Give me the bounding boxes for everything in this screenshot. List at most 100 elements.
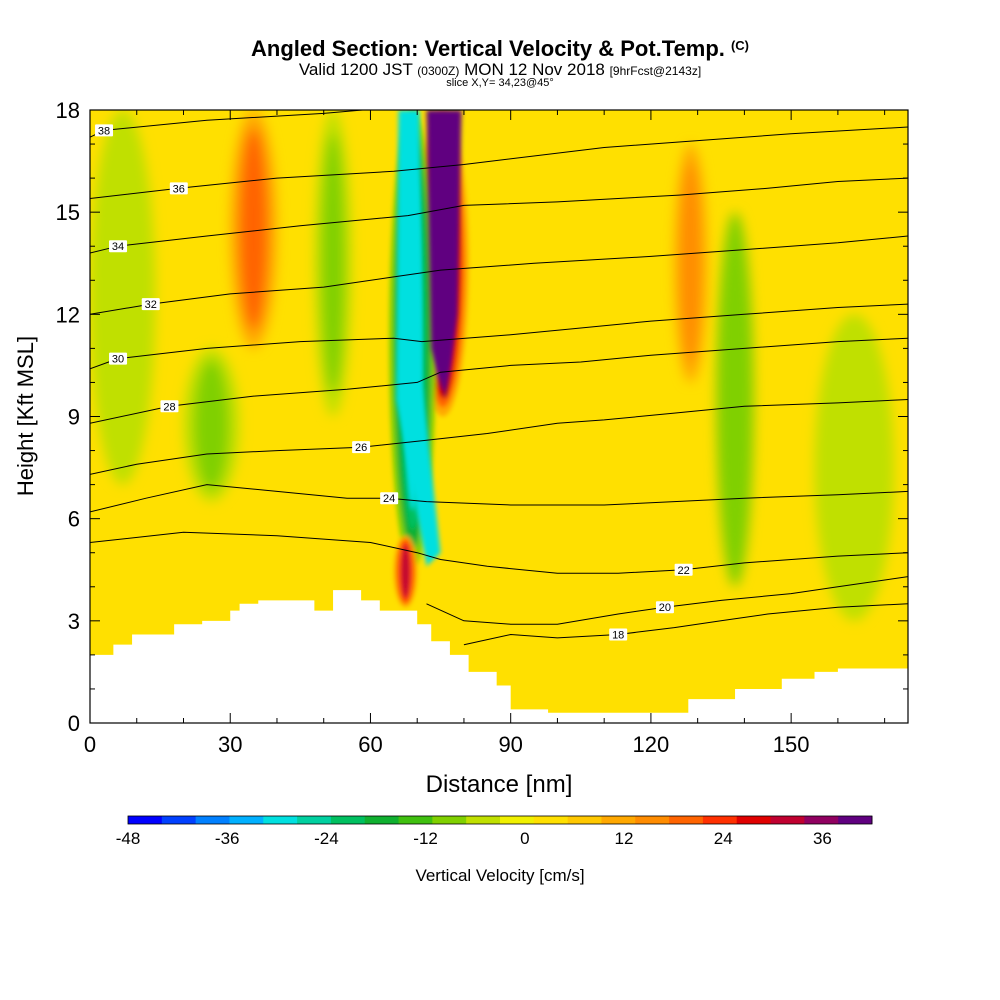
y-tick-label: 12 bbox=[56, 302, 80, 327]
theta-contour-22 bbox=[90, 531, 908, 574]
y-tick-label: 3 bbox=[68, 609, 80, 634]
contour-label-text: 24 bbox=[383, 493, 395, 505]
theta-contour-38 bbox=[90, 110, 369, 138]
colorbar-swatch bbox=[398, 816, 433, 824]
slice-label: slice X,Y= 34,23@45° bbox=[446, 77, 554, 89]
contour-label-36: 36 bbox=[169, 182, 188, 195]
terrain-profile bbox=[90, 590, 908, 723]
contour-label-18: 18 bbox=[609, 628, 628, 641]
theta-contour-28 bbox=[90, 337, 908, 424]
contour-label-text: 36 bbox=[173, 183, 185, 195]
contour-label-text: 30 bbox=[112, 354, 124, 366]
colorbar-swatch bbox=[128, 816, 163, 824]
colorbar-tick-label: 36 bbox=[813, 829, 832, 848]
updraft-region bbox=[401, 545, 410, 598]
colorbar: -48 -36 -24 -12 0 12 24 36 bbox=[116, 815, 873, 848]
colorbar-tick-label: 12 bbox=[615, 829, 634, 848]
contour-label-text: 28 bbox=[163, 401, 175, 413]
theta-contour-34 bbox=[90, 177, 908, 254]
contour-label-24: 24 bbox=[380, 492, 399, 505]
contour-label-30: 30 bbox=[109, 352, 128, 366]
valid-prefix: Valid 1200 JST bbox=[298, 60, 413, 79]
contour-label-32: 32 bbox=[141, 298, 160, 311]
y-tick-label: 18 bbox=[56, 98, 80, 123]
chart-valid-time: Valid 1200 JST (0300Z) MON 12 Nov 2018 [… bbox=[0, 61, 1000, 80]
colorbar-tick-label: -24 bbox=[314, 829, 339, 848]
terrain bbox=[90, 590, 908, 723]
contour-label-26: 26 bbox=[352, 441, 371, 454]
colorbar-swatch bbox=[297, 816, 332, 824]
colorbar-tick-label: -12 bbox=[413, 829, 438, 848]
contour-label-22: 22 bbox=[674, 563, 693, 577]
colorbar-swatch bbox=[567, 816, 602, 824]
y-tick-label: 15 bbox=[56, 200, 80, 225]
colorbar-swatch bbox=[601, 816, 636, 824]
theta-contour-24 bbox=[90, 484, 908, 513]
contour-label-text: 22 bbox=[678, 565, 690, 577]
colorbar-swatch bbox=[432, 816, 467, 824]
theta-contour-20 bbox=[426, 576, 908, 625]
theta-contour-26 bbox=[90, 399, 908, 475]
title-unit: (C) bbox=[730, 38, 749, 53]
downdraft-region bbox=[321, 133, 345, 393]
y-axis-label: Height [Kft MSL] bbox=[13, 336, 38, 496]
contour-label-text: 26 bbox=[355, 442, 367, 454]
theta-contour-36 bbox=[90, 126, 908, 199]
contour-label-38: 38 bbox=[95, 124, 114, 137]
contour-label-text: 38 bbox=[98, 125, 110, 137]
colorbar-swatch bbox=[229, 816, 264, 824]
colorbar-tick-label: -36 bbox=[215, 829, 240, 848]
downdraft-region bbox=[194, 360, 229, 490]
colorbar-swatch bbox=[702, 816, 738, 824]
colorbar-swatch bbox=[364, 816, 400, 824]
contour-label-text: 34 bbox=[112, 241, 124, 253]
forecast-tag: [9hrFcst@2143z] bbox=[609, 64, 702, 78]
colorbar-swatch bbox=[466, 816, 501, 824]
x-tick-label: 0 bbox=[84, 732, 96, 757]
x-tick-label: 150 bbox=[773, 732, 810, 757]
colorbar-swatch bbox=[669, 816, 704, 824]
downdraft-region bbox=[90, 110, 156, 485]
colorbar-label: Vertical Velocity [cm/s] bbox=[415, 866, 584, 885]
contour-label-34: 34 bbox=[109, 240, 128, 253]
colorbar-swatch bbox=[161, 816, 197, 824]
colorbar-swatch bbox=[838, 816, 873, 824]
updraft-core bbox=[426, 110, 462, 400]
colorbar-tick-label: 0 bbox=[520, 829, 529, 848]
colorbar-swatch bbox=[500, 816, 535, 824]
y-tick-label: 6 bbox=[68, 507, 80, 532]
chart-title: Angled Section: Vertical Velocity & Pot.… bbox=[0, 36, 1000, 62]
x-tick-label: 30 bbox=[218, 732, 242, 757]
contour-label-text: 32 bbox=[145, 299, 157, 311]
colorbar-frame bbox=[127, 815, 873, 825]
colorbar-tick-label: 24 bbox=[714, 829, 733, 848]
downdraft-region bbox=[814, 314, 894, 621]
downdraft-band bbox=[396, 110, 441, 567]
colorbar-swatch bbox=[770, 816, 805, 824]
downdraft-region bbox=[716, 212, 754, 587]
valid-date: MON 12 Nov 2018 bbox=[464, 60, 605, 79]
colorbar-swatch bbox=[263, 816, 298, 824]
x-tick-label: 60 bbox=[358, 732, 382, 757]
theta-contour-30 bbox=[90, 303, 908, 370]
x-tick-label: 120 bbox=[633, 732, 670, 757]
colorbar-swatch bbox=[330, 816, 366, 824]
colorbar-swatch bbox=[736, 816, 772, 824]
x-tick-label: 90 bbox=[498, 732, 522, 757]
theta-contours: 18 20 22 24 26 28 30 32 34 36 38 bbox=[90, 110, 908, 646]
y-tick-label: 9 bbox=[68, 405, 80, 430]
theta-contour-18 bbox=[463, 603, 908, 646]
x-axis-label: Distance [nm] bbox=[426, 771, 573, 798]
theta-contour-32 bbox=[90, 235, 908, 315]
contour-label-20: 20 bbox=[655, 601, 674, 614]
title-main: Angled Section: Vertical Velocity & Pot.… bbox=[251, 36, 725, 61]
contour-label-text: 20 bbox=[659, 602, 671, 614]
updraft-region bbox=[239, 128, 268, 331]
updraft-region bbox=[680, 162, 701, 365]
colorbar-swatch bbox=[635, 816, 670, 824]
contour-label-28: 28 bbox=[160, 400, 179, 413]
valid-utc: (0300Z) bbox=[417, 64, 460, 78]
y-tick-label: 0 bbox=[68, 711, 80, 736]
colorbar-tick-label: -48 bbox=[116, 829, 141, 848]
